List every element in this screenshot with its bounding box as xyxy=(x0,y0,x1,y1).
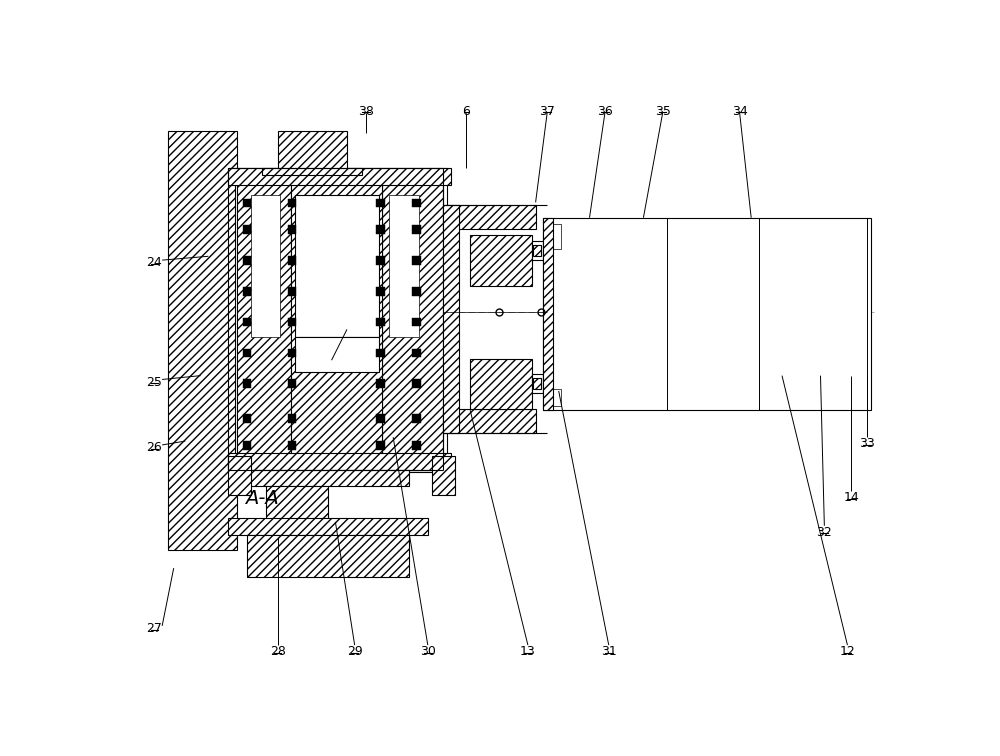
Bar xyxy=(228,454,451,470)
Bar xyxy=(247,535,409,578)
Bar xyxy=(243,414,251,423)
Bar xyxy=(288,199,296,207)
Bar xyxy=(228,457,251,495)
Text: 37: 37 xyxy=(539,104,555,118)
Bar xyxy=(532,374,543,393)
Bar xyxy=(376,287,385,296)
Bar xyxy=(288,349,296,357)
Bar xyxy=(288,414,296,423)
Bar xyxy=(382,169,443,470)
Bar xyxy=(168,131,237,550)
Bar xyxy=(443,205,459,433)
Text: 31: 31 xyxy=(601,645,617,658)
Bar xyxy=(247,470,409,486)
Text: 12: 12 xyxy=(840,645,855,658)
Bar xyxy=(295,337,379,372)
Text: 14: 14 xyxy=(843,491,859,504)
Text: 34: 34 xyxy=(732,104,748,118)
Bar xyxy=(243,349,251,357)
Bar xyxy=(543,218,871,411)
Text: 27: 27 xyxy=(147,622,162,635)
Bar xyxy=(288,318,296,327)
Bar xyxy=(288,441,296,450)
Text: 6: 6 xyxy=(462,104,470,118)
Bar xyxy=(376,225,385,234)
Bar xyxy=(291,169,382,470)
Bar xyxy=(376,256,385,265)
Bar xyxy=(412,349,421,357)
Bar xyxy=(228,518,428,535)
Bar xyxy=(288,287,296,296)
Text: 13: 13 xyxy=(520,645,536,658)
Bar xyxy=(412,287,421,296)
Text: 28: 28 xyxy=(270,645,286,658)
Text: 38: 38 xyxy=(358,104,374,118)
Text: 35: 35 xyxy=(655,104,671,118)
Bar xyxy=(243,199,251,207)
Bar xyxy=(278,131,347,171)
Bar xyxy=(412,256,421,265)
Text: 33: 33 xyxy=(859,437,875,451)
Text: 26: 26 xyxy=(147,441,162,454)
Bar xyxy=(262,168,362,175)
Bar xyxy=(443,205,536,229)
Bar xyxy=(288,225,296,234)
Bar xyxy=(251,195,280,337)
Bar xyxy=(243,225,251,234)
Bar xyxy=(376,414,385,423)
Bar xyxy=(547,389,561,407)
Text: 36: 36 xyxy=(597,104,613,118)
Bar xyxy=(235,168,447,472)
Bar xyxy=(547,224,561,249)
Bar xyxy=(470,358,532,409)
Bar xyxy=(376,318,385,327)
Bar xyxy=(389,195,419,337)
Bar xyxy=(533,378,541,389)
Bar xyxy=(412,225,421,234)
Bar xyxy=(470,235,532,286)
Bar xyxy=(228,168,451,184)
Bar xyxy=(376,349,385,357)
Bar xyxy=(432,457,455,495)
Bar xyxy=(543,218,553,411)
Bar xyxy=(243,380,251,388)
Bar xyxy=(266,486,328,547)
Text: 29: 29 xyxy=(347,645,363,658)
Bar xyxy=(376,199,385,207)
Bar xyxy=(243,287,251,296)
Bar xyxy=(243,256,251,265)
Text: 25: 25 xyxy=(147,376,162,389)
Text: 32: 32 xyxy=(816,525,832,539)
Bar xyxy=(412,199,421,207)
Bar xyxy=(243,318,251,327)
Bar xyxy=(376,380,385,388)
Bar xyxy=(288,380,296,388)
Bar xyxy=(443,409,536,433)
Bar xyxy=(533,245,541,256)
Bar xyxy=(532,241,543,260)
Text: 24: 24 xyxy=(147,256,162,269)
Bar xyxy=(412,318,421,327)
Bar xyxy=(295,195,379,337)
Bar xyxy=(243,441,251,450)
Bar xyxy=(412,380,421,388)
Bar xyxy=(237,169,291,470)
Text: A-A: A-A xyxy=(245,489,279,508)
Text: 30: 30 xyxy=(420,645,436,658)
Bar xyxy=(412,441,421,450)
Bar xyxy=(376,441,385,450)
Bar xyxy=(288,256,296,265)
Bar xyxy=(412,414,421,423)
